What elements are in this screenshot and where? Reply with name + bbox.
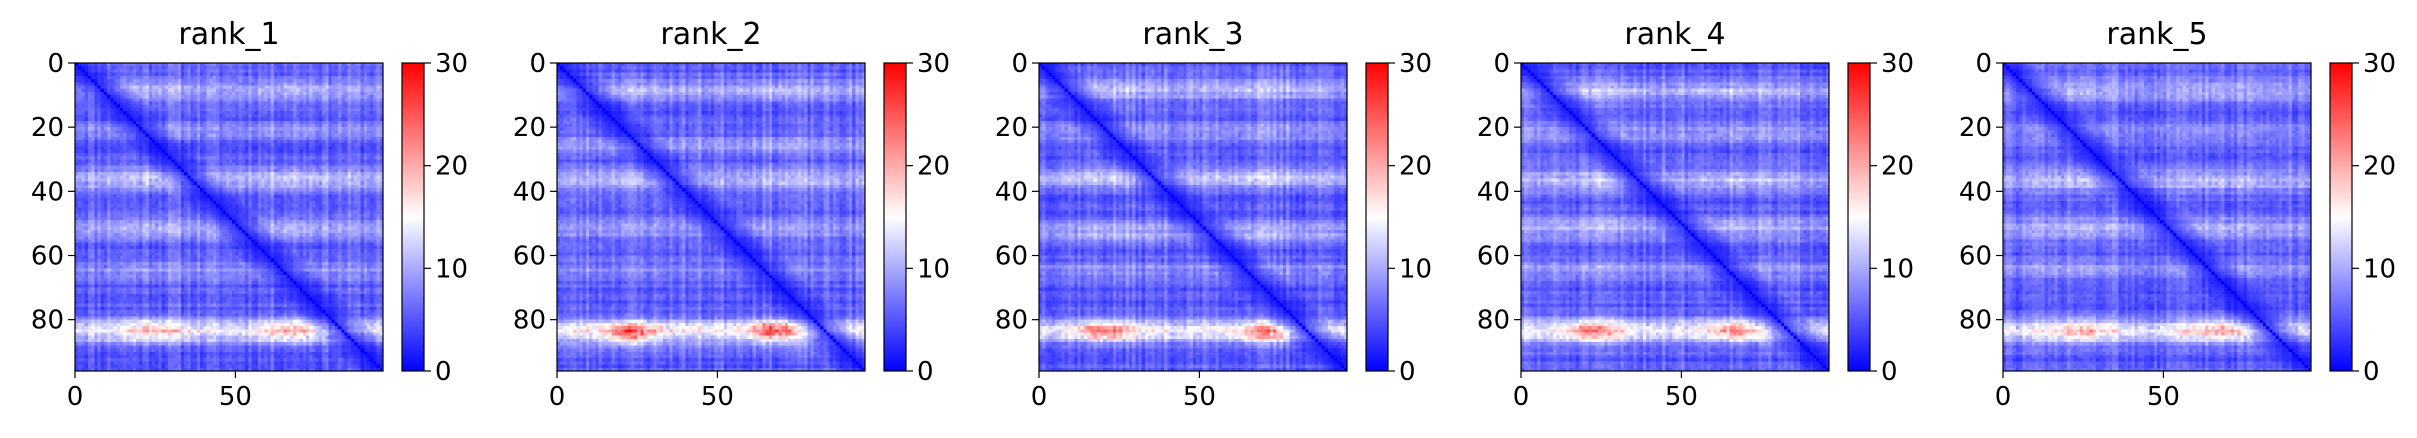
colorbar-tick-label: 10 — [2363, 254, 2396, 284]
colorbar — [1847, 62, 1871, 372]
y-tick-label: 80 — [31, 306, 64, 336]
colorbar — [883, 62, 907, 372]
y-tick-label: 0 — [1493, 49, 1510, 79]
colorbar-tick-label: 30 — [1881, 49, 1914, 79]
y-tick-label: 80 — [1959, 306, 1992, 336]
colorbar-tick-label: 30 — [917, 49, 950, 79]
x-tick-label: 0 — [1031, 382, 1048, 412]
y-tick-label: 0 — [529, 49, 546, 79]
colorbar-tick-label: 10 — [435, 254, 468, 284]
axes-frame — [556, 62, 866, 372]
colorbar-tick-label: 20 — [1399, 152, 1432, 182]
colorbar-tick-label: 20 — [2363, 152, 2396, 182]
panel-title: rank_2 — [660, 17, 761, 52]
colorbar-tick-label: 10 — [1399, 254, 1432, 284]
heatmap-panel-2: rank_2 0 50 0 20 40 60 80 0 10 20 30 — [482, 0, 962, 438]
y-tick-label: 60 — [31, 242, 64, 272]
axes-frame — [74, 62, 384, 372]
heatmap-image — [557, 63, 865, 371]
x-tick-label: 50 — [701, 382, 734, 412]
colorbar — [1365, 62, 1389, 372]
y-tick-label: 0 — [1011, 49, 1028, 79]
y-tick-label: 0 — [1975, 49, 1992, 79]
heatmap-panel-3: rank_3 0 50 0 20 40 60 80 0 10 20 30 — [964, 0, 1444, 438]
colorbar-tick-label: 0 — [917, 357, 934, 387]
axes-frame — [1038, 62, 1348, 372]
heatmap-image — [75, 63, 383, 371]
heatmap-svg: rank_2 0 50 0 20 40 60 80 0 10 20 30 — [513, 17, 950, 412]
heatmap-panel-4: rank_4 0 50 0 20 40 60 80 0 10 20 30 — [1446, 0, 1926, 438]
y-tick-label: 40 — [995, 177, 1028, 207]
y-tick-label: 20 — [513, 113, 546, 143]
panel-title: rank_3 — [1142, 17, 1243, 52]
x-tick-label: 50 — [2147, 382, 2180, 412]
colorbar-tick-label: 30 — [435, 49, 468, 79]
panel-title: rank_4 — [1624, 17, 1725, 52]
x-tick-label: 0 — [549, 382, 566, 412]
heatmap-panel-5: rank_5 0 50 0 20 40 60 80 0 10 20 30 — [1928, 0, 2408, 438]
y-tick-label: 40 — [1959, 177, 1992, 207]
heatmap-image — [1039, 63, 1347, 371]
heatmap-panel-1: rank_1 0 50 0 20 40 60 80 0 10 20 30 — [0, 0, 480, 438]
y-tick-label: 20 — [995, 113, 1028, 143]
y-tick-label: 20 — [1959, 113, 1992, 143]
colorbar — [2329, 62, 2353, 372]
heatmap-svg: rank_1 0 50 0 20 40 60 80 0 10 20 30 — [31, 17, 468, 412]
y-tick-label: 60 — [513, 242, 546, 272]
axes-frame — [1520, 62, 1830, 372]
y-tick-label: 20 — [1477, 113, 1510, 143]
y-tick-label: 80 — [995, 306, 1028, 336]
x-tick-label: 50 — [219, 382, 252, 412]
colorbar-tick-label: 0 — [2363, 357, 2380, 387]
colorbar — [401, 62, 425, 372]
x-tick-label: 0 — [1995, 382, 2012, 412]
axes-frame — [2002, 62, 2312, 372]
x-tick-label: 50 — [1665, 382, 1698, 412]
colorbar-tick-label: 20 — [1881, 152, 1914, 182]
x-tick-label: 50 — [1183, 382, 1216, 412]
panel-title: rank_5 — [2106, 17, 2207, 52]
y-tick-label: 80 — [1477, 306, 1510, 336]
x-tick-label: 0 — [1513, 382, 1530, 412]
y-tick-label: 40 — [1477, 177, 1510, 207]
y-tick-label: 40 — [31, 177, 64, 207]
heatmap-image — [2003, 63, 2311, 371]
x-tick-label: 0 — [67, 382, 84, 412]
heatmap-svg: rank_3 0 50 0 20 40 60 80 0 10 20 30 — [995, 17, 1432, 412]
colorbar-tick-label: 10 — [1881, 254, 1914, 284]
panel-title: rank_1 — [178, 17, 279, 52]
y-tick-label: 60 — [995, 242, 1028, 272]
colorbar-tick-label: 10 — [917, 254, 950, 284]
y-tick-label: 80 — [513, 306, 546, 336]
y-tick-label: 60 — [1477, 242, 1510, 272]
heatmap-svg: rank_4 0 50 0 20 40 60 80 0 10 20 30 — [1477, 17, 1914, 412]
colorbar-tick-label: 30 — [1399, 49, 1432, 79]
colorbar-tick-label: 0 — [435, 357, 452, 387]
y-tick-label: 20 — [31, 113, 64, 143]
colorbar-tick-label: 0 — [1399, 357, 1416, 387]
colorbar-tick-label: 0 — [1881, 357, 1898, 387]
colorbar-tick-label: 30 — [2363, 49, 2396, 79]
y-tick-label: 60 — [1959, 242, 1992, 272]
y-tick-label: 0 — [47, 49, 64, 79]
colorbar-tick-label: 20 — [435, 152, 468, 182]
heatmap-image — [1521, 63, 1829, 371]
y-tick-label: 40 — [513, 177, 546, 207]
heatmap-svg: rank_5 0 50 0 20 40 60 80 0 10 20 30 — [1959, 17, 2396, 412]
colorbar-tick-label: 20 — [917, 152, 950, 182]
